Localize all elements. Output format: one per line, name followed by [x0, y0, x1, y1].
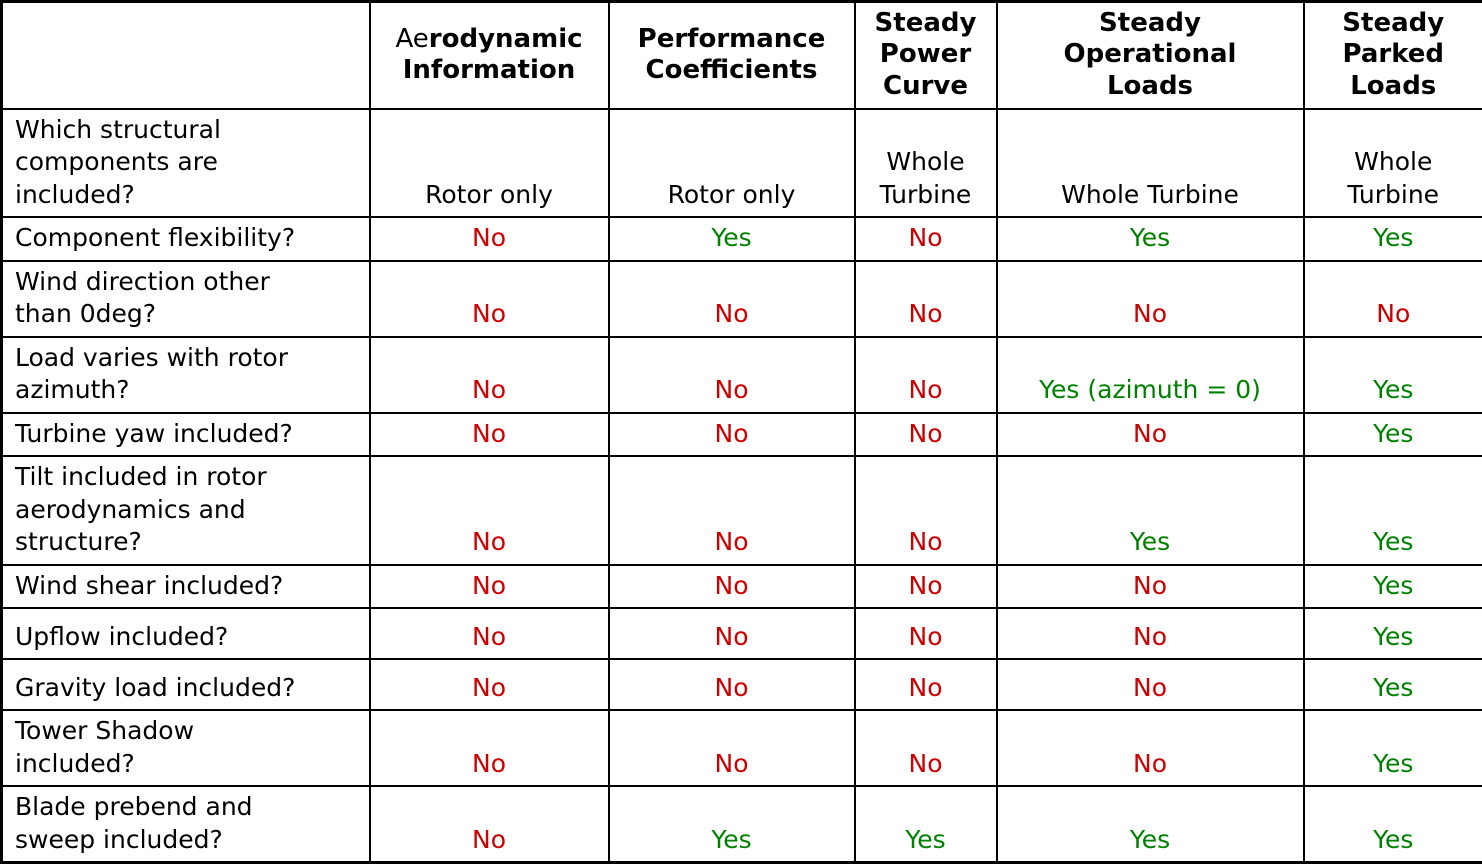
- row-label: Wind shear included?: [2, 565, 370, 609]
- value-cell: Whole Turbine: [1304, 109, 1482, 218]
- value-cell: No: [997, 608, 1304, 659]
- value-cell: No: [370, 565, 609, 609]
- corner-cell: [2, 2, 370, 109]
- row-label: Component flexibility?: [2, 217, 370, 261]
- value-cell: No: [609, 608, 855, 659]
- row-label: Blade prebend and sweep included?: [2, 786, 370, 863]
- value-cell: No: [370, 608, 609, 659]
- row-label: Gravity load included?: [2, 659, 370, 710]
- value-cell: Whole Turbine: [997, 109, 1304, 218]
- value-cell: No: [855, 710, 997, 786]
- value-cell: No: [997, 659, 1304, 710]
- header-bold-text: Steady Parked Loads: [1342, 8, 1444, 101]
- value-cell: No: [997, 565, 1304, 609]
- value-cell: Yes: [1304, 608, 1482, 659]
- value-cell: No: [609, 710, 855, 786]
- value-cell: No: [370, 261, 609, 337]
- value-cell: No: [855, 608, 997, 659]
- table-body: Which structural components are included…: [2, 109, 1482, 863]
- value-cell: Yes: [1304, 659, 1482, 710]
- row-label: Wind direction other than 0deg?: [2, 261, 370, 337]
- value-cell: No: [370, 217, 609, 261]
- value-cell: Yes: [997, 456, 1304, 565]
- value-cell: Yes: [1304, 337, 1482, 413]
- value-cell: No: [855, 565, 997, 609]
- value-cell: No: [370, 659, 609, 710]
- value-cell: No: [609, 565, 855, 609]
- column-header-aerodynamic-information: Aerodynamic Information: [370, 2, 609, 109]
- value-cell: No: [609, 659, 855, 710]
- row-label: Tower Shadow included?: [2, 710, 370, 786]
- row-label: Tilt included in rotor aerodynamics and …: [2, 456, 370, 565]
- value-cell: Yes: [609, 217, 855, 261]
- value-cell: Yes (azimuth = 0): [997, 337, 1304, 413]
- value-cell: Rotor only: [609, 109, 855, 218]
- header-normal-prefix: Ae: [395, 24, 428, 54]
- value-cell: Yes: [997, 217, 1304, 261]
- row-label: Which structural components are included…: [2, 109, 370, 218]
- row-label: Upflow included?: [2, 608, 370, 659]
- table-row: Tilt included in rotor aerodynamics and …: [2, 456, 1482, 565]
- header-bold-text: Steady Operational Loads: [1064, 8, 1237, 101]
- value-cell: Yes: [609, 786, 855, 863]
- value-cell: Yes: [1304, 456, 1482, 565]
- value-cell: Rotor only: [370, 109, 609, 218]
- value-cell: No: [855, 337, 997, 413]
- value-cell: No: [1304, 261, 1482, 337]
- column-header-performance-coefficients: Performance Coefficients: [609, 2, 855, 109]
- value-cell: No: [370, 710, 609, 786]
- header-row: Aerodynamic Information Performance Coef…: [2, 2, 1482, 109]
- header-bold-text: Steady Power Curve: [875, 8, 977, 101]
- table-header: Aerodynamic Information Performance Coef…: [2, 2, 1482, 109]
- column-header-steady-power-curve: Steady Power Curve: [855, 2, 997, 109]
- value-cell: No: [855, 413, 997, 457]
- value-cell: No: [855, 261, 997, 337]
- value-cell: No: [855, 659, 997, 710]
- value-cell: No: [370, 337, 609, 413]
- column-header-steady-operational-loads: Steady Operational Loads: [997, 2, 1304, 109]
- table-row: Which structural components are included…: [2, 109, 1482, 218]
- value-cell: Yes: [855, 786, 997, 863]
- value-cell: Yes: [1304, 565, 1482, 609]
- value-cell: Yes: [1304, 710, 1482, 786]
- value-cell: Whole Turbine: [855, 109, 997, 218]
- row-label: Turbine yaw included?: [2, 413, 370, 457]
- column-header-steady-parked-loads: Steady Parked Loads: [1304, 2, 1482, 109]
- value-cell: No: [855, 456, 997, 565]
- value-cell: No: [997, 413, 1304, 457]
- value-cell: No: [855, 217, 997, 261]
- value-cell: No: [370, 456, 609, 565]
- value-cell: No: [370, 786, 609, 863]
- value-cell: No: [370, 413, 609, 457]
- value-cell: Yes: [1304, 217, 1482, 261]
- header-bold-text: Performance Coefficients: [638, 24, 826, 86]
- value-cell: Yes: [997, 786, 1304, 863]
- value-cell: No: [609, 337, 855, 413]
- value-cell: Yes: [1304, 413, 1482, 457]
- value-cell: No: [609, 413, 855, 457]
- row-label: Load varies with rotor azimuth?: [2, 337, 370, 413]
- value-cell: No: [997, 261, 1304, 337]
- header-bold-text: rodynamic Information: [403, 24, 583, 86]
- value-cell: No: [609, 261, 855, 337]
- value-cell: No: [997, 710, 1304, 786]
- value-cell: No: [609, 456, 855, 565]
- value-cell: Yes: [1304, 786, 1482, 863]
